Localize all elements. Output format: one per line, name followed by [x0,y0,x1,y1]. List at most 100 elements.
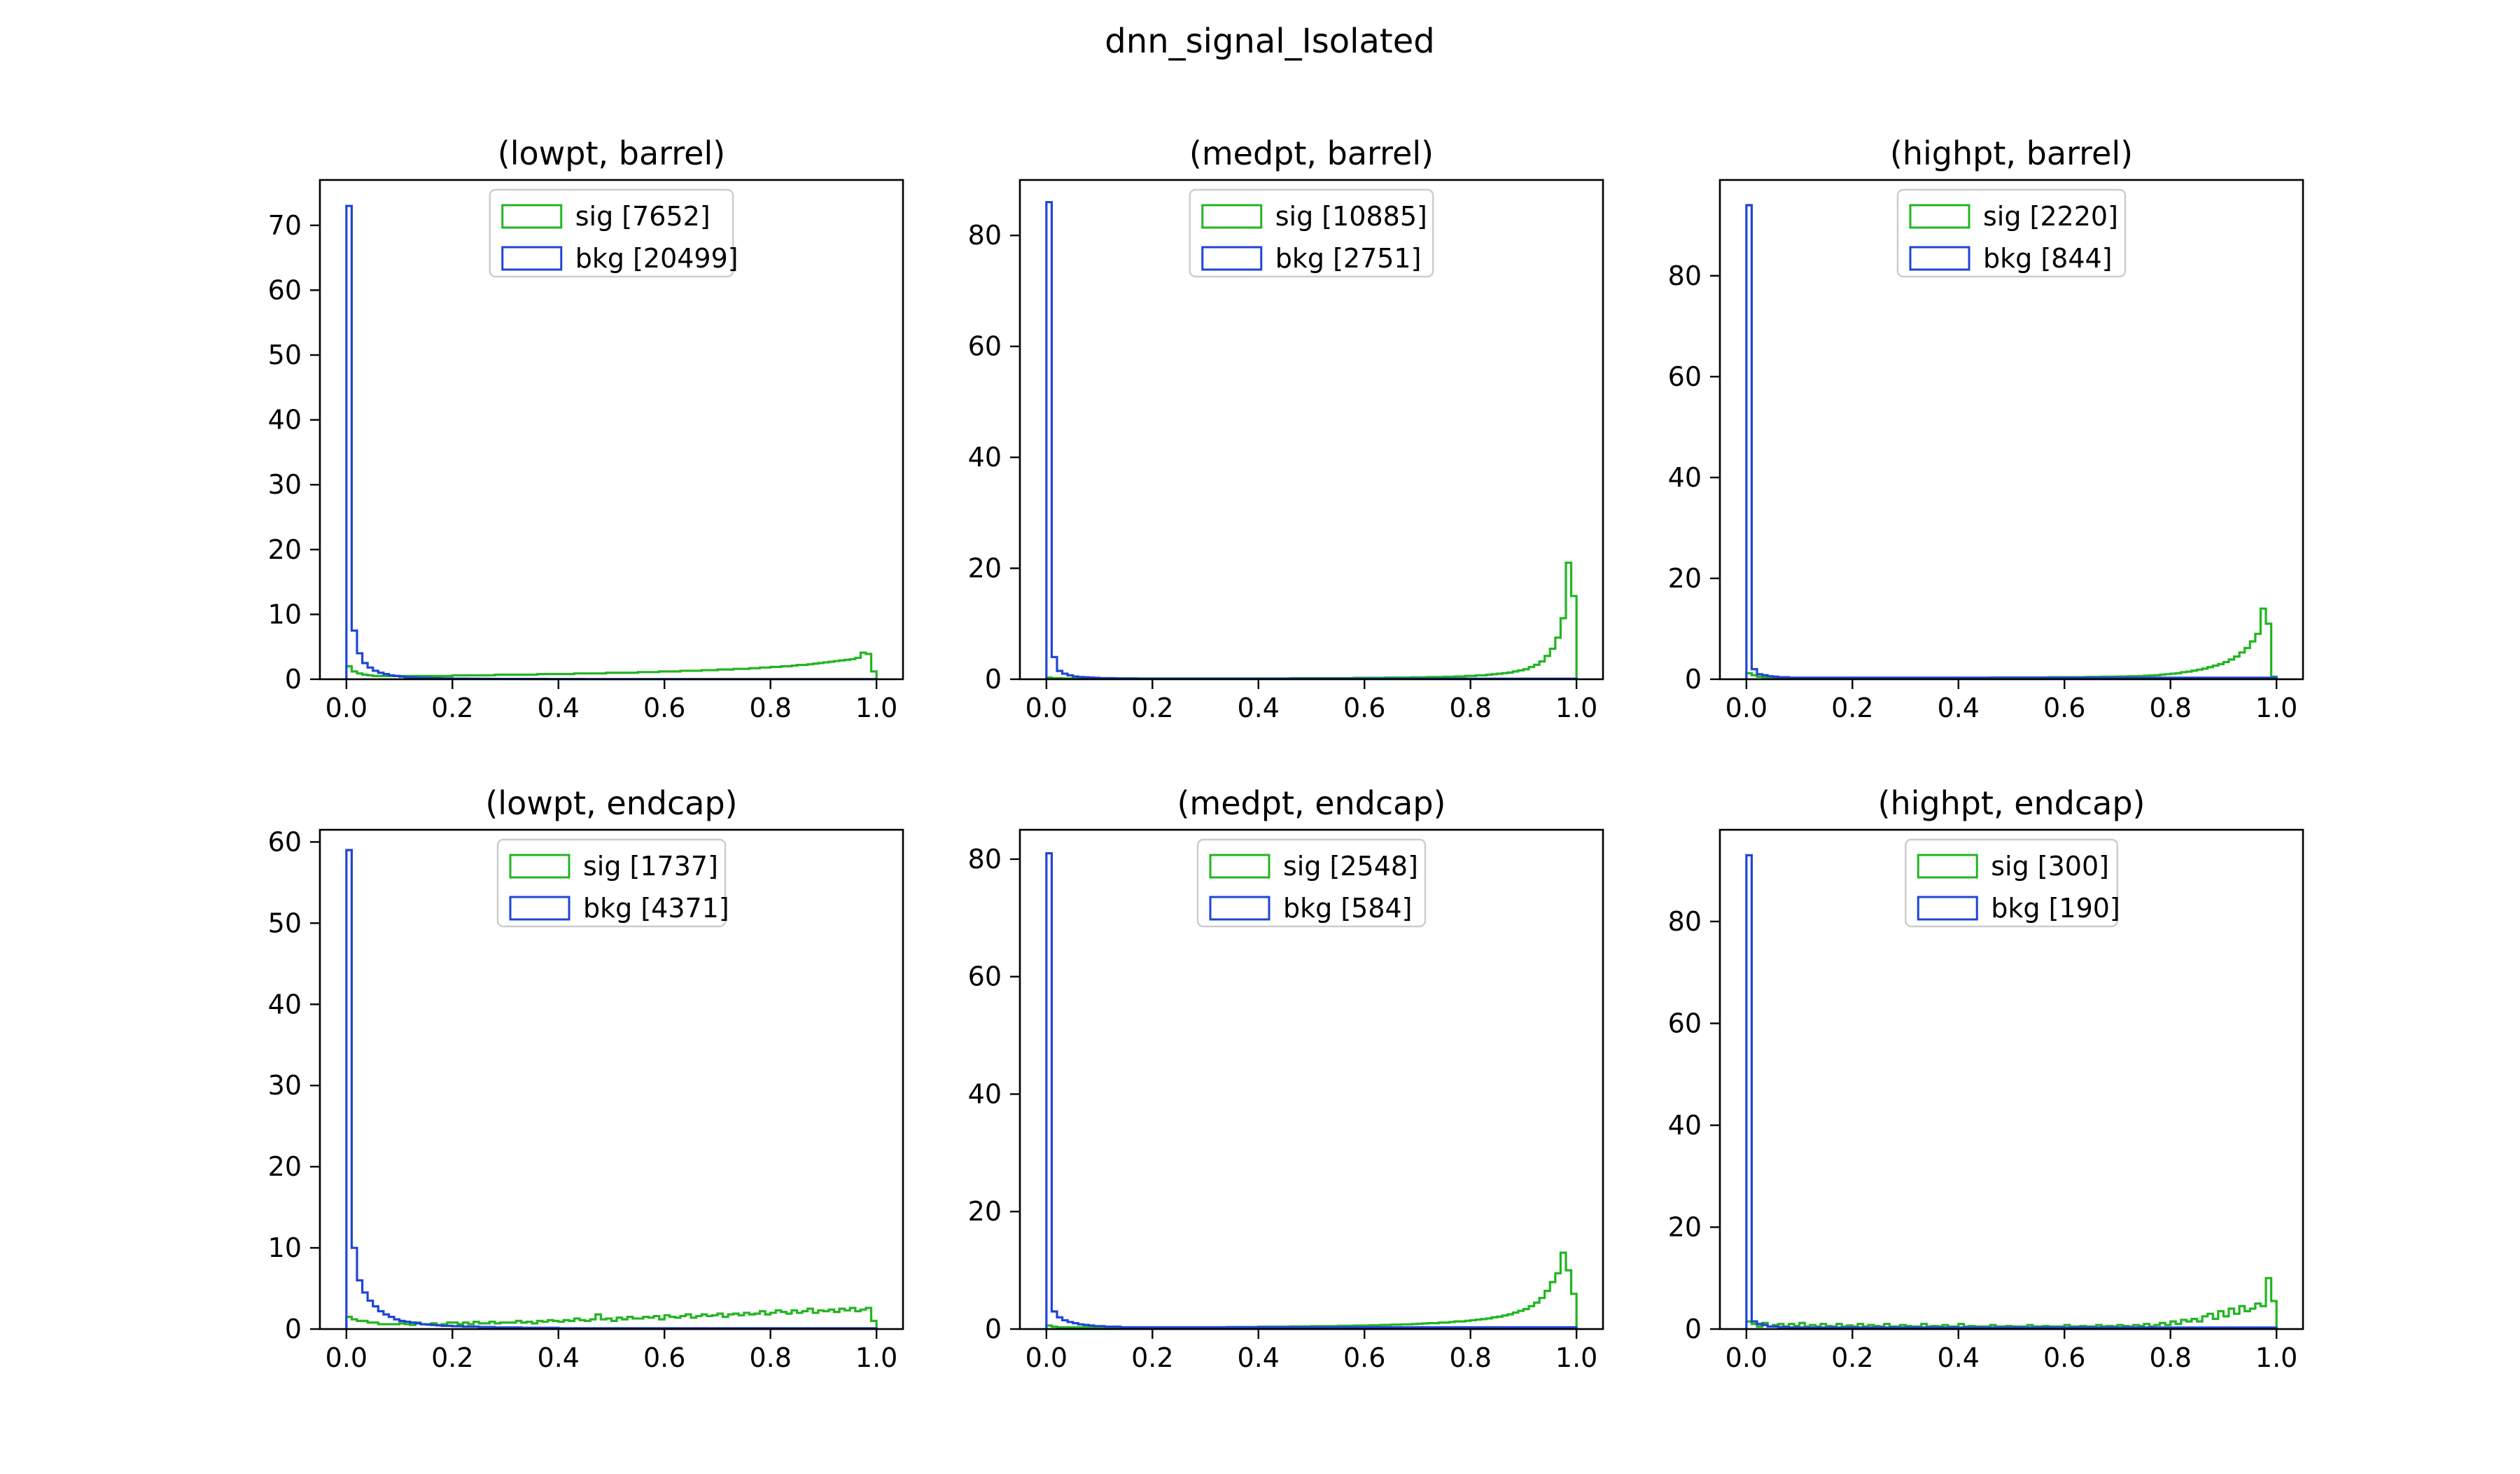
y-tick-label: 20 [1668,1211,1702,1242]
x-tick-label: 1.0 [1555,1342,1597,1373]
legend-label-bkg: bkg [584] [1283,893,1413,924]
legend-label-bkg: bkg [844] [1983,243,2113,274]
histogram-bkg [1045,851,1578,1329]
legend-swatch-sig [501,204,563,229]
y-tick-label: 40 [1668,1110,1702,1141]
y-tick-label: 0 [985,664,1002,695]
axes-frame [318,179,904,681]
legend-swatch-bkg [1201,246,1263,271]
legend-swatch-sig [1209,854,1270,879]
y-tick-label: 60 [1668,1008,1702,1038]
legend: sig [7652] bkg [20499] [489,188,738,278]
legend-swatch-bkg [509,896,570,921]
x-tick-label: 0.8 [749,693,791,723]
y-tick-label: 40 [968,442,1002,473]
x-tick-label: 0.4 [1938,693,1980,723]
y-tick-label: 0 [1685,1314,1702,1344]
x-tick-label: 0.0 [1726,693,1768,723]
x-tick-label: 0.8 [1449,1342,1491,1373]
y-tick-label: 20 [1668,563,1702,594]
subplot-grid: (lowpt, barrel) 0.0 0.2 0.4 0.6 0.8 1.0 0 10 20 30… [268,134,2304,1373]
x-tick-label: 0.4 [538,693,580,723]
legend-swatch-sig [1917,854,1978,879]
y-tick-label: 60 [268,826,302,857]
y-tick-label: 50 [268,340,302,370]
y-tick-label: 10 [268,599,302,630]
x-tick-label: 1.0 [855,1342,897,1373]
y-tick-label: 30 [268,1070,302,1101]
subplot-title: (medpt, endcap) [1177,784,1446,822]
y-tick-label: 40 [268,989,302,1020]
x-tick-label: 1.0 [2255,693,2297,723]
histogram-sig [1045,562,1578,680]
y-tick-label: 0 [285,664,302,695]
legend-label-bkg: bkg [2751] [1275,243,1422,274]
x-tick-label: 0.8 [2149,1342,2191,1373]
x-tick-label: 0.4 [1938,1342,1980,1373]
axes-frame [1018,828,1604,1330]
histogram-sig [345,1307,878,1329]
y-tick-label: 20 [968,553,1002,584]
subplot-6: (highpt, endcap) 0.0 0.2 0.4 0.6 0.8 1.0 0 20 40 6… [1668,784,2304,1373]
axes-frame [1718,828,2304,1330]
x-tick-label: 1.0 [2255,1342,2297,1373]
y-tick-label: 60 [968,331,1002,362]
histogram-bkg [1745,204,2278,679]
subplot-1: (lowpt, barrel) 0.0 0.2 0.4 0.6 0.8 1.0 0 10 20 30… [268,134,904,723]
legend: sig [1737] bkg [4371] [496,838,729,928]
subplot-5: (medpt, endcap) 0.0 0.2 0.4 0.6 0.8 1.0 0 20 40 60… [968,784,1604,1373]
x-tick-label: 0.0 [326,693,368,723]
x-tick-label: 0.0 [1026,693,1068,723]
y-tick-label: 0 [985,1314,1002,1344]
x-tick-label: 0.6 [2043,693,2085,723]
x-tick-label: 0.4 [1238,693,1280,723]
subplot-title: (highpt, barrel) [1890,134,2133,172]
y-tick-label: 30 [268,469,302,500]
figure-suptitle: dnn_signal_Isolated [1105,22,1434,61]
histogram-sig [1045,1251,1578,1329]
histogram-sig [1745,1277,2278,1329]
legend-label-sig: sig [7652] [575,201,710,232]
y-tick-label: 20 [968,1196,1002,1227]
y-tick-label: 20 [268,534,302,565]
x-tick-label: 0.0 [326,1342,368,1373]
x-tick-label: 0.8 [1449,693,1491,723]
y-tick-label: 10 [268,1232,302,1263]
x-tick-label: 0.6 [2043,1342,2085,1373]
y-tick-label: 60 [968,961,1002,992]
x-tick-label: 0.4 [538,1342,580,1373]
legend: sig [300] bkg [190] [1905,838,2120,928]
subplot-title: (highpt, endcap) [1878,784,2146,822]
y-tick-label: 80 [1668,906,1702,937]
legend: sig [2548] bkg [584] [1196,838,1427,928]
subplot-title: (lowpt, barrel) [498,134,725,172]
legend-swatch-bkg [1917,896,1978,921]
legend: sig [2220] bkg [844] [1896,188,2127,278]
subplot-title: (lowpt, endcap) [485,784,737,822]
axes-frame [1718,179,2304,681]
legend-swatch-bkg [1909,246,1970,271]
x-tick-label: 0.2 [1831,1342,1873,1373]
legend-box [496,838,727,928]
legend-swatch-sig [1909,204,1970,229]
x-tick-label: 0.6 [1343,1342,1385,1373]
x-tick-label: 1.0 [1555,693,1597,723]
x-tick-label: 0.6 [1343,693,1385,723]
x-tick-label: 0.8 [749,1342,791,1373]
x-tick-label: 0.4 [1238,1342,1280,1373]
legend-swatch-bkg [1209,896,1270,921]
y-tick-label: 80 [968,844,1002,875]
y-tick-label: 50 [268,908,302,938]
legend-label-bkg: bkg [4371] [583,893,729,924]
y-tick-label: 0 [1685,664,1702,695]
axes-frame [318,828,904,1330]
subplot-3: (highpt, barrel) 0.0 0.2 0.4 0.6 0.8 1.0 0 20 40 6… [1668,134,2304,723]
legend: sig [10885] bkg [2751] [1189,188,1434,278]
legend-box [489,188,734,278]
legend-label-sig: sig [2220] [1983,201,2118,232]
y-tick-label: 80 [1668,260,1702,291]
legend-swatch-sig [509,854,570,879]
subplot-4: (lowpt, endcap) 0.0 0.2 0.4 0.6 0.8 1.0 0 10 20 30… [268,784,904,1373]
x-tick-label: 0.0 [1026,1342,1068,1373]
